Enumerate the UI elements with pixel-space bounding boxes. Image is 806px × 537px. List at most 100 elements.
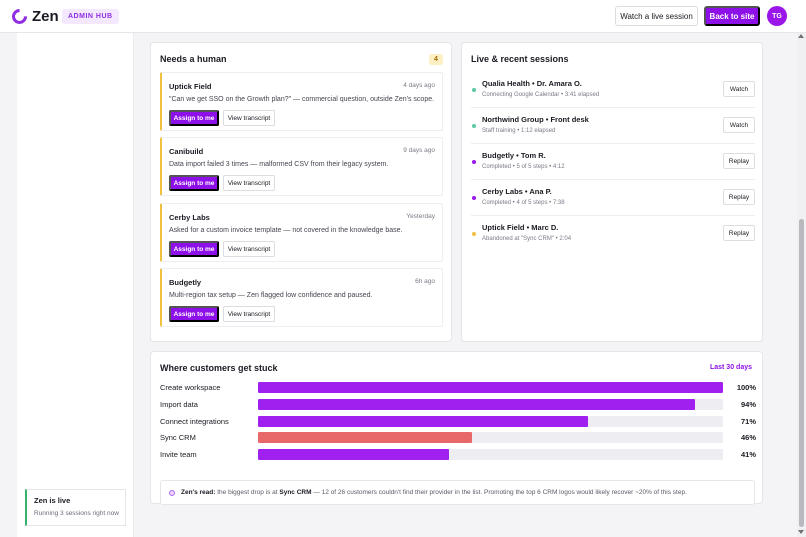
zen-logo-icon: [8, 5, 31, 28]
view-transcript-button[interactable]: View transcript: [223, 110, 275, 126]
insight-part1: the biggest drop is at: [215, 489, 280, 496]
ticket-card: Uptick Field 4 days ago "Can we get SSO …: [160, 72, 443, 131]
ticket-card: Canibuild 9 days ago Data import failed …: [160, 137, 443, 196]
ticket-time: 9 days ago: [403, 147, 435, 154]
ticket-time: Yesterday: [406, 213, 435, 220]
period-filter-link[interactable]: Last 30 days: [709, 364, 752, 371]
session-status: Staff training • 1:12 elapsed: [482, 128, 556, 134]
sessions-card: Live & recent sessions Qualia Health • D…: [461, 42, 763, 342]
session-status-dot: [472, 88, 476, 92]
session-status: Connecting Google Calendar • 3:41 elapse…: [482, 92, 600, 98]
session-row: Budgetly • Tom R. Completed • 5 of 5 ste…: [471, 144, 755, 180]
admin-hub-badge: ADMIN HUB: [62, 9, 119, 24]
assign-to-me-button[interactable]: Assign to me: [169, 110, 219, 126]
user-avatar[interactable]: TG: [767, 6, 787, 26]
scroll-down-arrow-icon[interactable]: [798, 530, 804, 534]
scroll-up-arrow-icon[interactable]: [798, 34, 804, 38]
session-row: Uptick Field • Marc D. Abandoned at "Syn…: [471, 216, 755, 252]
view-transcript-button[interactable]: View transcript: [223, 306, 275, 322]
replay-button[interactable]: Replay: [723, 153, 755, 169]
session-name: Uptick Field • Marc D.: [482, 223, 559, 232]
funnel-row: Sync CRM 46%: [160, 432, 756, 444]
assign-to-me-button[interactable]: Assign to me: [169, 175, 219, 191]
funnel-step-percent: 46%: [740, 433, 756, 442]
session-status: Completed • 5 of 5 steps • 4:12: [482, 164, 565, 170]
logo-text: Zen: [32, 8, 59, 25]
insight-text: Zen's read: the biggest drop is at Sync …: [181, 489, 687, 496]
funnel-bar-fill: [258, 432, 472, 443]
session-row: Cerby Labs • Ana P. Completed • 4 of 5 s…: [471, 180, 755, 216]
stuck-title: Where customers get stuck: [160, 363, 278, 373]
view-transcript-button[interactable]: View transcript: [223, 241, 275, 257]
session-status-dot: [472, 232, 476, 236]
ticket-time: 6h ago: [415, 278, 435, 285]
funnel-bar-track: [258, 382, 723, 393]
funnel-bar-fill: [258, 399, 696, 410]
ticket-description: Multi-region tax setup — Zen flagged low…: [169, 292, 373, 299]
session-name: Northwind Group • Front desk: [482, 115, 589, 124]
funnel-step-percent: 41%: [740, 450, 756, 459]
session-name: Budgetly • Tom R.: [482, 151, 546, 160]
funnel-step-label: Create workspace: [160, 383, 221, 392]
funnel-row: Import data 94%: [160, 399, 756, 411]
ticket-card: Budgetly 6h ago Multi-region tax setup —…: [160, 268, 443, 327]
funnel-bar-fill: [258, 416, 589, 427]
logo[interactable]: Zen: [8, 5, 59, 28]
session-name: Qualia Health • Dr. Amara O.: [482, 79, 582, 88]
session-row: Northwind Group • Front desk Staff train…: [471, 108, 755, 144]
watch-live-session-button[interactable]: Watch a live session: [615, 6, 698, 26]
view-transcript-button[interactable]: View transcript: [223, 175, 275, 191]
sparkle-icon: [169, 490, 175, 496]
funnel-row: Connect integrations 71%: [160, 416, 756, 428]
sessions-title: Live & recent sessions: [471, 54, 569, 64]
funnel-bar-fill: [258, 382, 723, 393]
assign-to-me-button[interactable]: Assign to me: [169, 241, 219, 257]
session-status-dot: [472, 124, 476, 128]
ticket-company: Cerby Labs: [169, 213, 210, 222]
needs-human-count-badge: 4: [429, 54, 443, 65]
ticket-description: "Can we get SSO on the Growth plan?" — c…: [169, 96, 435, 103]
insight-lead: Zen's read:: [181, 489, 216, 496]
page-scrollbar[interactable]: [797, 33, 806, 537]
ticket-company: Budgetly: [169, 278, 202, 287]
replay-button[interactable]: Replay: [723, 225, 755, 241]
session-status-dot: [472, 196, 476, 200]
funnel-bar-track: [258, 432, 723, 443]
session-status-dot: [472, 160, 476, 164]
ticket-company: Uptick Field: [169, 82, 212, 91]
zen-live-title: Zen is live: [34, 496, 71, 505]
funnel-step-label: Sync CRM: [160, 433, 196, 442]
insight-highlight: Sync CRM: [279, 489, 312, 496]
funnel-row: Invite team 41%: [160, 449, 756, 461]
insight-part2: — 12 of 26 customers couldn't find their…: [311, 489, 687, 496]
funnel-step-label: Connect integrations: [160, 417, 229, 426]
funnel-step-label: Invite team: [160, 450, 197, 459]
zen-live-status: Zen is live Running 3 sessions right now: [25, 489, 126, 526]
ticket-time: 4 days ago: [403, 82, 435, 89]
watch-button[interactable]: Watch: [723, 117, 755, 133]
funnel-bar-fill: [258, 449, 449, 460]
session-status: Abandoned at "Sync CRM" • 2:04: [482, 236, 572, 242]
sidebar: Zen is live Running 3 sessions right now: [17, 33, 134, 537]
needs-human-card: Needs a human 4 Uptick Field 4 days ago …: [150, 42, 452, 342]
funnel-bar-track: [258, 399, 723, 410]
session-status: Completed • 4 of 5 steps • 7:38: [482, 200, 565, 206]
funnel-row: Create workspace 100%: [160, 382, 756, 394]
funnel-bar-track: [258, 416, 723, 427]
session-row: Qualia Health • Dr. Amara O. Connecting …: [471, 72, 755, 108]
assign-to-me-button[interactable]: Assign to me: [169, 306, 219, 322]
replay-button[interactable]: Replay: [723, 189, 755, 205]
top-header: Zen ADMIN HUB Watch a live session Back …: [0, 0, 806, 33]
watch-button[interactable]: Watch: [723, 81, 755, 97]
scrollbar-thumb[interactable]: [799, 219, 804, 527]
ticket-description: Asked for a custom invoice template — no…: [169, 227, 403, 234]
stuck-card: Where customers get stuck Last 30 days C…: [150, 351, 763, 505]
zen-insight-box: Zen's read: the biggest drop is at Sync …: [160, 480, 755, 505]
needs-human-title: Needs a human: [160, 54, 227, 64]
ticket-company: Canibuild: [169, 147, 204, 156]
funnel-step-percent: 94%: [740, 400, 756, 409]
funnel-step-percent: 71%: [740, 417, 756, 426]
funnel-bar-track: [258, 449, 723, 460]
back-to-site-button[interactable]: Back to site: [704, 6, 760, 26]
zen-live-subtitle: Running 3 sessions right now: [34, 510, 119, 517]
